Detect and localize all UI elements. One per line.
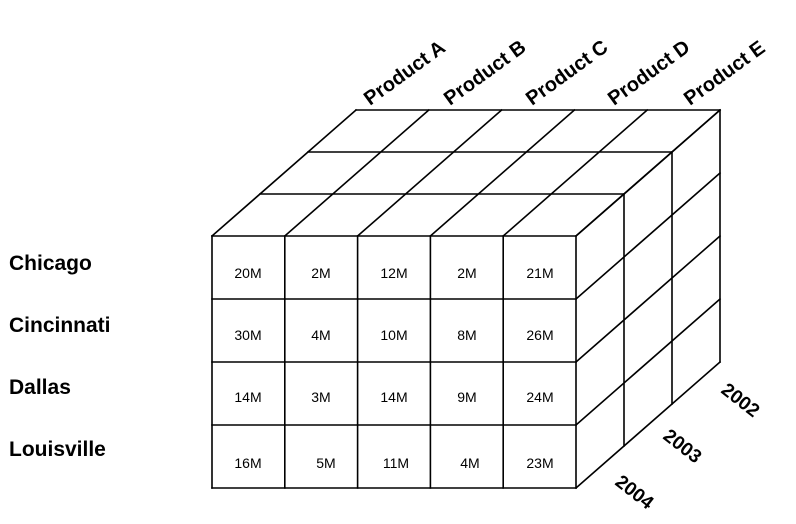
side-depth-line [574, 108, 722, 238]
cell-chicago-product-b: 2M [311, 265, 330, 281]
cell-cincinnati-product-a: 30M [234, 327, 261, 343]
cell-cincinnati-product-d: 8M [457, 327, 476, 343]
product-label-e: Product E [680, 37, 769, 110]
top-depth-line [356, 108, 503, 238]
cell-dallas-product-c: 14M [380, 389, 407, 405]
top-depth-line [283, 108, 430, 238]
side-depth-line [574, 360, 722, 490]
cell-chicago-product-c: 12M [380, 265, 407, 281]
cell-cincinnati-product-c: 10M [380, 327, 407, 343]
cube-top-face [212, 110, 720, 236]
city-label-dallas: Dallas [9, 376, 71, 399]
top-depth-line [429, 108, 576, 238]
side-depth-line [574, 234, 722, 364]
cell-cincinnati-product-e: 26M [526, 327, 553, 343]
cell-chicago-product-e: 21M [526, 265, 553, 281]
cell-dallas-product-b: 3M [311, 389, 330, 405]
product-label-d: Product D [604, 36, 694, 110]
year-label-2003: 2003 [659, 425, 705, 468]
city-label-chicago: Chicago [9, 252, 92, 275]
top-depth-line [502, 108, 649, 238]
side-depth-line [574, 297, 722, 427]
cell-dallas-product-d: 9M [457, 389, 476, 405]
city-label-louisville: Louisville [9, 438, 106, 461]
cell-dallas-product-e: 24M [526, 389, 553, 405]
cell-louisville-product-e: 23M [526, 455, 553, 471]
top-depth-line [210, 108, 358, 238]
cell-louisville-product-c: 11M [383, 455, 409, 471]
cell-louisville-product-a: 16M [234, 455, 261, 471]
product-label-c: Product C [522, 36, 612, 110]
cell-dallas-product-a: 14M [234, 389, 261, 405]
product-label-a: Product A [360, 37, 450, 111]
side-depth-line [574, 171, 722, 301]
cell-chicago-product-d: 2M [457, 265, 476, 281]
cell-louisville-product-d: 4M [460, 455, 479, 471]
cell-cincinnati-product-b: 4M [311, 327, 330, 343]
cell-chicago-product-a: 20M [234, 265, 261, 281]
year-label-2002: 2002 [717, 379, 763, 422]
product-label-b: Product B [440, 36, 530, 110]
cube-grid-lines [210, 108, 722, 490]
year-label-2004: 2004 [611, 471, 658, 514]
front-face-cells: 20M 2M 12M 2M 21M 30M 4M 10M 8M 26M 14M … [234, 265, 553, 471]
product-labels: Product A Product B Product C Product D … [360, 36, 769, 110]
city-labels: Chicago Cincinnati Dallas Louisville [9, 252, 111, 461]
city-label-cincinnati: Cincinnati [9, 314, 111, 337]
cell-louisville-product-b: 5M [316, 455, 335, 471]
